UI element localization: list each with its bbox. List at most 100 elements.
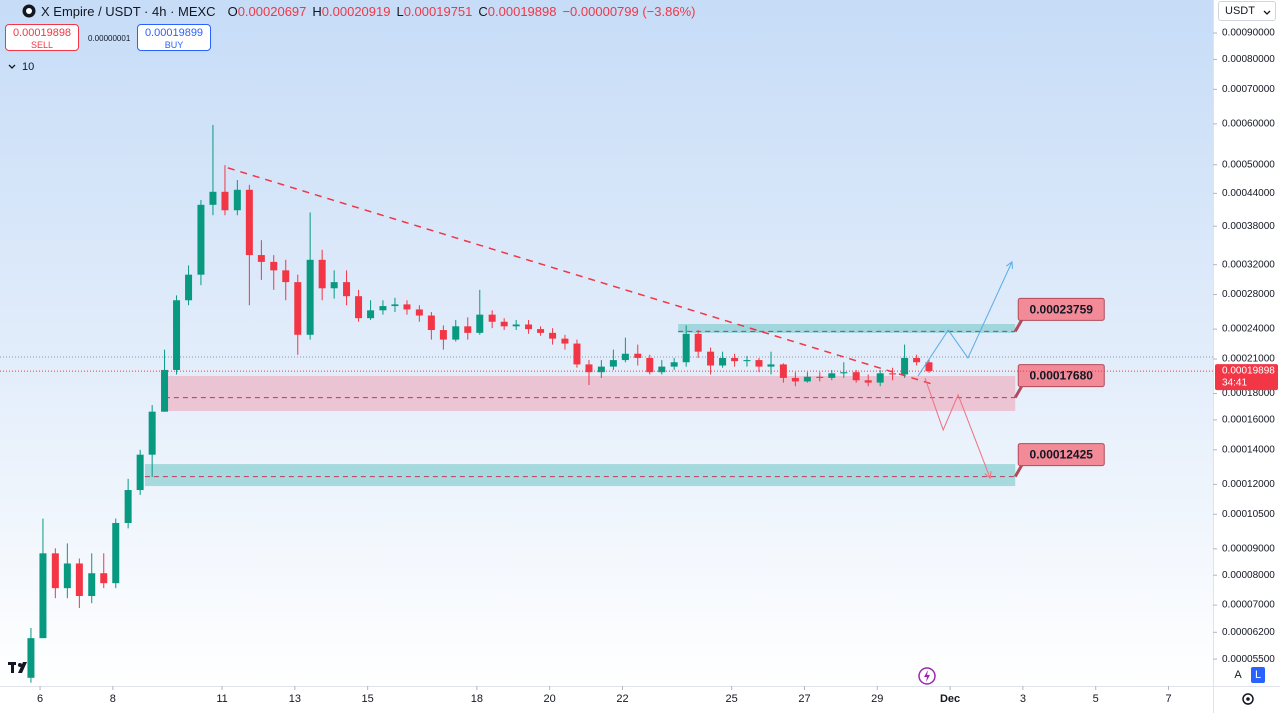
- candle-body: [840, 372, 848, 374]
- candle-body: [63, 563, 71, 589]
- x-tick-label: 11: [216, 693, 227, 705]
- sell-price: 0.00019898: [12, 27, 72, 39]
- candle-body: [889, 373, 897, 375]
- candle-body: [621, 353, 629, 361]
- scale-button-bg: [1251, 667, 1265, 683]
- x-tick-label: 20: [544, 693, 556, 705]
- sell-button[interactable]: 0.00019898 SELL: [5, 24, 79, 51]
- y-tick-label: 0.00090000: [1222, 28, 1275, 39]
- plot-background: [0, 0, 1213, 686]
- candle-body: [161, 369, 169, 412]
- candles: [27, 124, 933, 683]
- candle-body: [658, 366, 666, 373]
- ohlc-letter: L: [396, 3, 404, 19]
- settings-icon[interactable]: [1242, 693, 1254, 705]
- x-tick-label: 29: [871, 693, 883, 705]
- y-tick-label: 0.00032000: [1222, 259, 1275, 270]
- candle-body: [39, 553, 47, 639]
- candle-body: [88, 573, 96, 597]
- candle-body: [597, 366, 605, 373]
- y-tick-label: 0.00014000: [1222, 444, 1275, 455]
- y-tick-label: 0.00080000: [1222, 54, 1275, 65]
- scale-button[interactable]: A: [1234, 669, 1242, 681]
- x-tick-label: 15: [362, 693, 374, 705]
- candle-body: [549, 332, 557, 339]
- candle-body: [500, 321, 508, 327]
- candle-body: [148, 411, 156, 455]
- candle-body: [185, 274, 193, 301]
- candle-body: [270, 261, 278, 271]
- buy-button[interactable]: 0.00019899 BUY: [137, 24, 211, 51]
- level-label-box: [1017, 297, 1105, 321]
- candle-body: [173, 300, 181, 370]
- candle-body: [476, 314, 484, 333]
- ohlc-letter: C: [478, 3, 488, 19]
- candle-body: [537, 329, 545, 333]
- currency-select[interactable]: USDT: [1218, 1, 1276, 21]
- candle-body: [488, 314, 496, 322]
- candle-body: [51, 553, 59, 589]
- y-tick-label: 0.00010500: [1222, 509, 1275, 520]
- candle-body: [670, 362, 678, 367]
- candle-body: [415, 309, 423, 316]
- indicators-toggle[interactable]: 10: [8, 61, 34, 73]
- level-label-box: [1017, 443, 1105, 467]
- logo: [8, 662, 27, 673]
- buy-label: BUY: [164, 40, 184, 50]
- x-tick-label: 22: [616, 693, 628, 705]
- candle-body: [682, 333, 690, 363]
- level-label: 0.00023759: [1030, 303, 1094, 317]
- sell-label: SELL: [30, 40, 54, 50]
- y-tick-label: 0.00021000: [1222, 354, 1275, 365]
- countdown: 34:41: [1222, 378, 1247, 389]
- x-tick-label: 5: [1093, 693, 1099, 705]
- last-price-label: 0.00019898: [1222, 366, 1275, 377]
- candle-body: [257, 255, 265, 262]
- candle-body: [136, 454, 144, 491]
- zones: [144, 324, 1016, 487]
- candle-body: [452, 326, 460, 340]
- level-label: 0.00017680: [1030, 369, 1094, 383]
- candle-body: [233, 189, 241, 211]
- projection-path: [917, 261, 1013, 377]
- candle-body: [282, 270, 290, 283]
- candle-body: [767, 364, 775, 367]
- chart-title: X Empire / USDT · 4h · MEXC: [41, 3, 216, 19]
- candle-body: [379, 306, 387, 311]
- ohlc-letter: H: [312, 3, 322, 19]
- candle-body: [634, 353, 642, 358]
- projection-arrowhead: [1006, 260, 1013, 269]
- candle-body: [100, 573, 108, 584]
- y-tick-label: 0.00009000: [1222, 543, 1275, 554]
- candle-body: [464, 326, 472, 333]
- candle-body: [755, 360, 763, 367]
- candle-body: [585, 364, 593, 373]
- candle-body: [864, 380, 872, 383]
- y-tick-label: 0.00044000: [1222, 188, 1275, 199]
- ohlc-letter: O: [227, 3, 238, 19]
- candle-body: [355, 296, 363, 319]
- candle-body: [816, 376, 824, 378]
- scale-button[interactable]: L: [1255, 669, 1261, 681]
- x-tick-label: 8: [110, 693, 116, 705]
- candle-body: [221, 191, 229, 211]
- y-tick-label: 0.00060000: [1222, 118, 1275, 129]
- y-tick-label: 0.00008000: [1222, 570, 1275, 581]
- candle-body: [803, 376, 811, 382]
- trendline: [227, 167, 936, 386]
- level-label-box: [1017, 364, 1105, 388]
- lightning-icon[interactable]: [918, 667, 936, 685]
- candle-body: [403, 304, 411, 310]
- candle-body: [791, 377, 799, 382]
- change: −0.00000799 (−3.86%): [562, 3, 696, 19]
- y-tick-label: 0.00005500: [1222, 654, 1275, 665]
- y-tick-label: 0.00050000: [1222, 159, 1275, 170]
- candle-body: [391, 304, 399, 307]
- projection-arrowhead: [984, 471, 992, 480]
- candle-body: [294, 282, 302, 335]
- y-tick-label: 0.00028000: [1222, 289, 1275, 300]
- candle-body: [828, 373, 836, 378]
- symbol-header: X Empire / USDT · 4h · MEXC O 0.00020697 …: [22, 2, 695, 20]
- ohlc-value: 0.00020919: [321, 3, 391, 19]
- candle-body: [731, 357, 739, 362]
